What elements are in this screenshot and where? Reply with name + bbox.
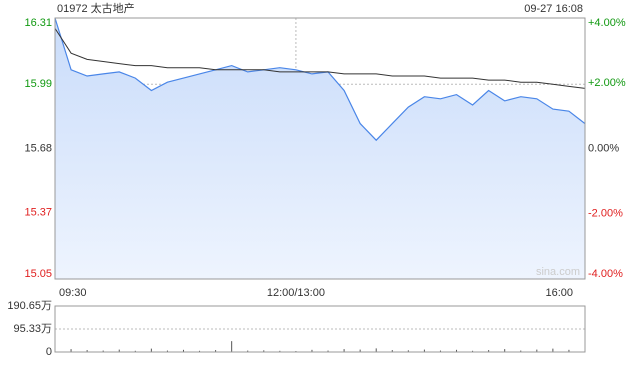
volume-bar bbox=[70, 349, 72, 352]
watermark: sina.com bbox=[536, 266, 580, 278]
y2-tick-label: 0.00% bbox=[588, 142, 619, 154]
y-tick-label: 15.68 bbox=[24, 142, 52, 154]
timestamp: 09-27 16:08 bbox=[524, 3, 583, 15]
volume-bar bbox=[407, 350, 409, 352]
y2-tick-label: -4.00% bbox=[588, 268, 623, 280]
volume-bar bbox=[150, 348, 152, 352]
volume-bar bbox=[311, 349, 313, 352]
volume-bar bbox=[391, 350, 393, 352]
volume-bar bbox=[552, 348, 554, 352]
volume-bar bbox=[231, 341, 233, 352]
volume-bar bbox=[504, 349, 506, 352]
volume-bar bbox=[568, 349, 570, 352]
volume-bar bbox=[359, 349, 361, 352]
y-tick-label: 16.31 bbox=[24, 17, 52, 29]
x-tick-label: 12:00/13:00 bbox=[267, 287, 325, 299]
y2-tick-label: -2.00% bbox=[588, 208, 623, 220]
volume-bar bbox=[536, 349, 538, 352]
chart-title: 01972 太古地产 bbox=[57, 1, 135, 15]
volume-bar bbox=[343, 349, 345, 352]
volume-bar bbox=[134, 350, 136, 352]
x-tick-label: 16:00 bbox=[545, 287, 573, 299]
x-tick-label: 09:30 bbox=[59, 287, 87, 299]
volume-bar bbox=[279, 350, 281, 352]
volume-bar bbox=[199, 350, 201, 352]
volume-bar bbox=[423, 349, 425, 352]
plot-frame bbox=[54, 305, 586, 353]
volume-bar bbox=[472, 350, 474, 352]
volume-bar bbox=[118, 349, 120, 352]
volume-bar bbox=[247, 350, 249, 352]
y-tick-label: 15.37 bbox=[24, 207, 52, 219]
volume-bar bbox=[182, 349, 184, 352]
volume-bar bbox=[102, 350, 104, 352]
y-tick-label: 190.65万 bbox=[7, 300, 52, 312]
y-tick-label: 95.33万 bbox=[13, 323, 52, 335]
price-area bbox=[55, 18, 585, 279]
price-line bbox=[54, 17, 586, 142]
plot-frame bbox=[54, 17, 586, 280]
y-tick-label: 0 bbox=[46, 346, 52, 358]
y2-tick-label: +4.00% bbox=[588, 17, 626, 29]
volume-bar bbox=[86, 350, 88, 352]
average-line bbox=[54, 28, 586, 89]
volume-bar bbox=[375, 348, 377, 352]
volume-bar bbox=[166, 350, 168, 352]
volume-bar bbox=[439, 350, 441, 352]
y-tick-label: 15.99 bbox=[24, 78, 52, 90]
volume-bar bbox=[488, 350, 490, 352]
volume-bar bbox=[263, 350, 265, 352]
y2-tick-label: +2.00% bbox=[588, 77, 626, 89]
volume-bar bbox=[327, 350, 329, 352]
volume-bar bbox=[215, 350, 217, 352]
y-tick-label: 15.05 bbox=[24, 268, 52, 280]
volume-bar bbox=[520, 350, 522, 352]
volume-bar bbox=[456, 349, 458, 352]
